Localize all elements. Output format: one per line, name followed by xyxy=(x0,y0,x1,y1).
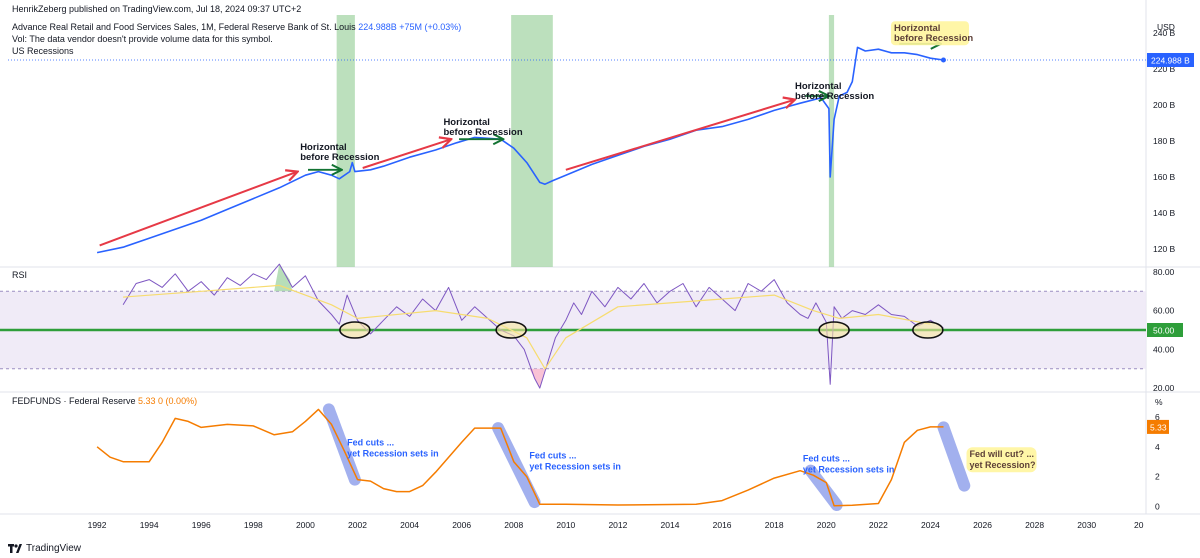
price-series-line xyxy=(96,46,944,254)
recession-band xyxy=(828,15,835,267)
publisher-text: HenrikZeberg published on TradingView.co… xyxy=(12,4,302,14)
annotation-highlight xyxy=(890,21,969,46)
rsi-tick-label: 20.00 xyxy=(1153,383,1175,393)
fedfunds-unit-label: % xyxy=(1155,397,1163,407)
price-tick-label: 160 B xyxy=(1153,172,1176,182)
trend-arrow xyxy=(565,100,795,171)
tradingview-brand[interactable]: TradingView xyxy=(8,543,81,554)
recession-band xyxy=(511,15,553,267)
fed-note-label: Fed cuts ... xyxy=(529,451,576,461)
vol-note: Vol: The data vendor doesn't provide vol… xyxy=(12,34,273,44)
annotation-label: before Recession xyxy=(300,152,379,163)
x-tick-label: 1992 xyxy=(88,520,107,530)
rsi-mid-tag xyxy=(1147,323,1183,337)
rsi-crossover-highlight xyxy=(495,321,527,339)
price-tick-label: 120 B xyxy=(1153,244,1176,254)
x-tick-label: 2008 xyxy=(504,520,523,530)
annotation-label: before Recession xyxy=(443,127,522,138)
rsi-tick-label: 80.00 xyxy=(1153,267,1175,277)
fed-note-label: yet Recession sets in xyxy=(347,448,439,458)
symbol-title: Advance Real Retail and Food Services Sa… xyxy=(12,22,356,32)
fedfunds-tick-label: 4 xyxy=(1155,442,1160,452)
annotation-label: Horizontal xyxy=(795,81,841,92)
x-tick-label: 1998 xyxy=(244,520,263,530)
rsi-crossover-highlight xyxy=(912,321,944,339)
price-tick-label: 140 B xyxy=(1153,208,1176,218)
fedfunds-tick-label: 0 xyxy=(1155,502,1160,512)
x-tick-label: 2010 xyxy=(556,520,575,530)
publisher-line: HenrikZeberg published on TradingView.co… xyxy=(12,4,301,14)
trend-arrow xyxy=(99,172,298,247)
fed-note-label: yet Recession? xyxy=(970,460,1036,470)
fed-note-label: yet Recession sets in xyxy=(803,465,895,475)
price-tick-label: 240 B xyxy=(1153,28,1176,38)
last-value-tag-label: 224.988 B xyxy=(1151,56,1190,66)
annotation-label: before Recession xyxy=(795,91,874,102)
price-tick-label: 180 B xyxy=(1153,136,1176,146)
fed-note-label: Fed will cut? ... xyxy=(970,449,1035,459)
x-tick-label: 2004 xyxy=(400,520,419,530)
fedfunds-value-tag-label: 5.33 xyxy=(1150,422,1167,432)
x-tick-label: 2028 xyxy=(1025,520,1044,530)
rsi-line xyxy=(122,263,944,389)
annotation-label: Horizontal xyxy=(300,142,346,153)
trend-arrow xyxy=(362,139,452,169)
price-change: +75M (+0.03%) xyxy=(399,22,462,32)
x-tick-label: 2000 xyxy=(296,520,315,530)
fedfunds-value-tag xyxy=(1147,419,1169,434)
recessions-label-line[interactable]: US Recessions xyxy=(12,46,74,56)
x-tick-label: 2012 xyxy=(608,520,627,530)
rsi-title: RSI xyxy=(12,270,27,280)
x-tick-label: 2006 xyxy=(452,520,471,530)
fed-note-label: yet Recession sets in xyxy=(529,462,621,472)
rate-cut-highlight xyxy=(937,421,971,492)
x-tick-label: 2018 xyxy=(765,520,784,530)
vol-note-line: Vol: The data vendor doesn't provide vol… xyxy=(12,34,273,44)
fedfunds-tick-label: 2 xyxy=(1155,472,1160,482)
annotation-label: Horizontal xyxy=(894,23,940,34)
rsi-mid-tag-label: 50.00 xyxy=(1153,326,1175,336)
x-tick-label: 1996 xyxy=(192,520,211,530)
x-tick-label: 2030 xyxy=(1077,520,1096,530)
rsi-overbought-fill xyxy=(274,264,293,292)
rsi-crossover-highlight xyxy=(339,321,371,339)
tradingview-logo-icon xyxy=(8,544,22,553)
fedfunds-last-value: 5.33 0 (0.00%) xyxy=(138,396,197,406)
symbol-title-line[interactable]: Advance Real Retail and Food Services Sa… xyxy=(12,22,461,32)
rsi-tick-label: 60.00 xyxy=(1153,306,1175,316)
price-tick-label: 220 B xyxy=(1153,64,1176,74)
x-tick-label: 2022 xyxy=(869,520,888,530)
last-value: 224.988B xyxy=(358,22,397,32)
rsi-ma-line xyxy=(123,284,931,370)
x-tick-label: 1994 xyxy=(140,520,159,530)
last-value-tag xyxy=(1147,53,1194,67)
fed-note-label: Fed cuts ... xyxy=(803,454,850,464)
x-tick-label: 2002 xyxy=(348,520,367,530)
x-tick-label: 2026 xyxy=(973,520,992,530)
price-unit-label: USD xyxy=(1157,22,1175,32)
rsi-crossover-highlight xyxy=(818,321,850,339)
fedfunds-line xyxy=(96,408,944,507)
fed-note-label: Fed cuts ... xyxy=(347,437,394,447)
tradingview-name: TradingView xyxy=(26,543,82,554)
x-tick-label: 20 xyxy=(1134,520,1144,530)
recession-band xyxy=(336,15,355,267)
note-highlight xyxy=(966,447,1037,473)
x-tick-label: 2016 xyxy=(713,520,732,530)
price-tick-label: 200 B xyxy=(1153,100,1176,110)
x-tick-label: 2014 xyxy=(661,520,680,530)
x-tick-label: 2024 xyxy=(921,520,940,530)
x-tick-label: 2020 xyxy=(817,520,836,530)
rsi-tick-label: 40.00 xyxy=(1153,344,1175,354)
last-price-dot xyxy=(940,57,946,63)
recessions-indicator-label: US Recessions xyxy=(12,46,74,56)
fedfunds-tick-label: 6 xyxy=(1155,412,1160,422)
annotation-label: Horizontal xyxy=(443,117,489,128)
annotation-label: before Recession xyxy=(894,33,973,44)
fedfunds-title: FEDFUNDS · Federal Reserve 5.33 0 (0.00%… xyxy=(12,396,197,406)
